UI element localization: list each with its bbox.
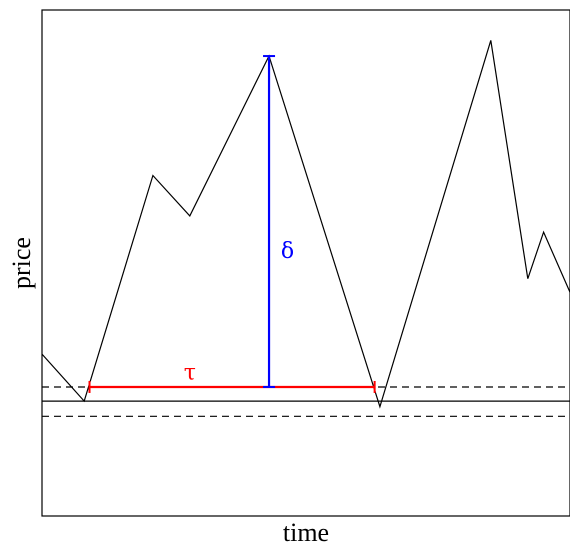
- price-series-line-0: [42, 40, 570, 409]
- x-axis-label: time: [283, 518, 329, 544]
- plot-area: τδ: [42, 40, 570, 417]
- delta-label: δ: [281, 239, 294, 264]
- plot-frame: [41, 9, 570, 517]
- tau-label: τ: [184, 360, 196, 385]
- y-axis-label: price: [7, 237, 36, 289]
